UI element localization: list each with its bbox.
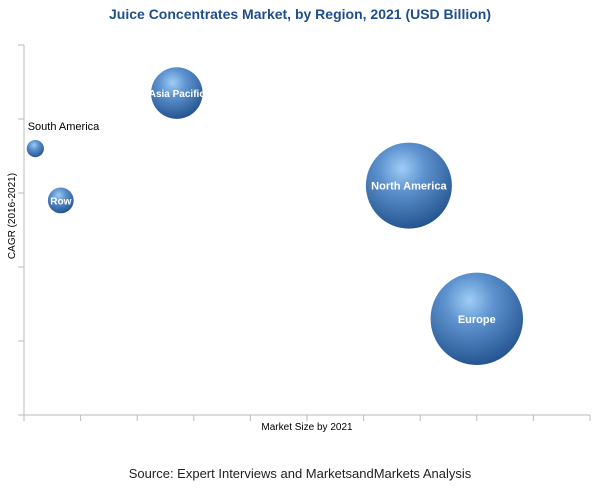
bubbles-group: South America Row Asia Pacific North Americ… (26, 67, 524, 366)
x-axis-ticks (23, 415, 591, 421)
x-axis-label: Market Size by 2021 (261, 422, 353, 433)
y-axis-ticks (18, 44, 24, 416)
bubble-south-america (26, 140, 44, 158)
bubble-label-south-america: South America (28, 121, 100, 133)
source-note: Source: Expert Interviews and Marketsand… (128, 466, 472, 481)
bubble-asia-pacific (151, 67, 203, 119)
y-axis-label: CAGR (2016-2021) (7, 173, 18, 259)
bubble-row (47, 187, 74, 214)
bubble-label-asia-pacific: Asia Pacific (149, 89, 206, 100)
bubble-label-row: Row (50, 196, 71, 207)
bubble-label-europe: Europe (458, 314, 496, 326)
chart-title: Juice Concentrates Market, by Region, 20… (109, 6, 491, 22)
bubble-north-america (365, 142, 452, 229)
bubble-label-north-america: North America (371, 181, 447, 193)
bubble-europe (430, 272, 524, 366)
